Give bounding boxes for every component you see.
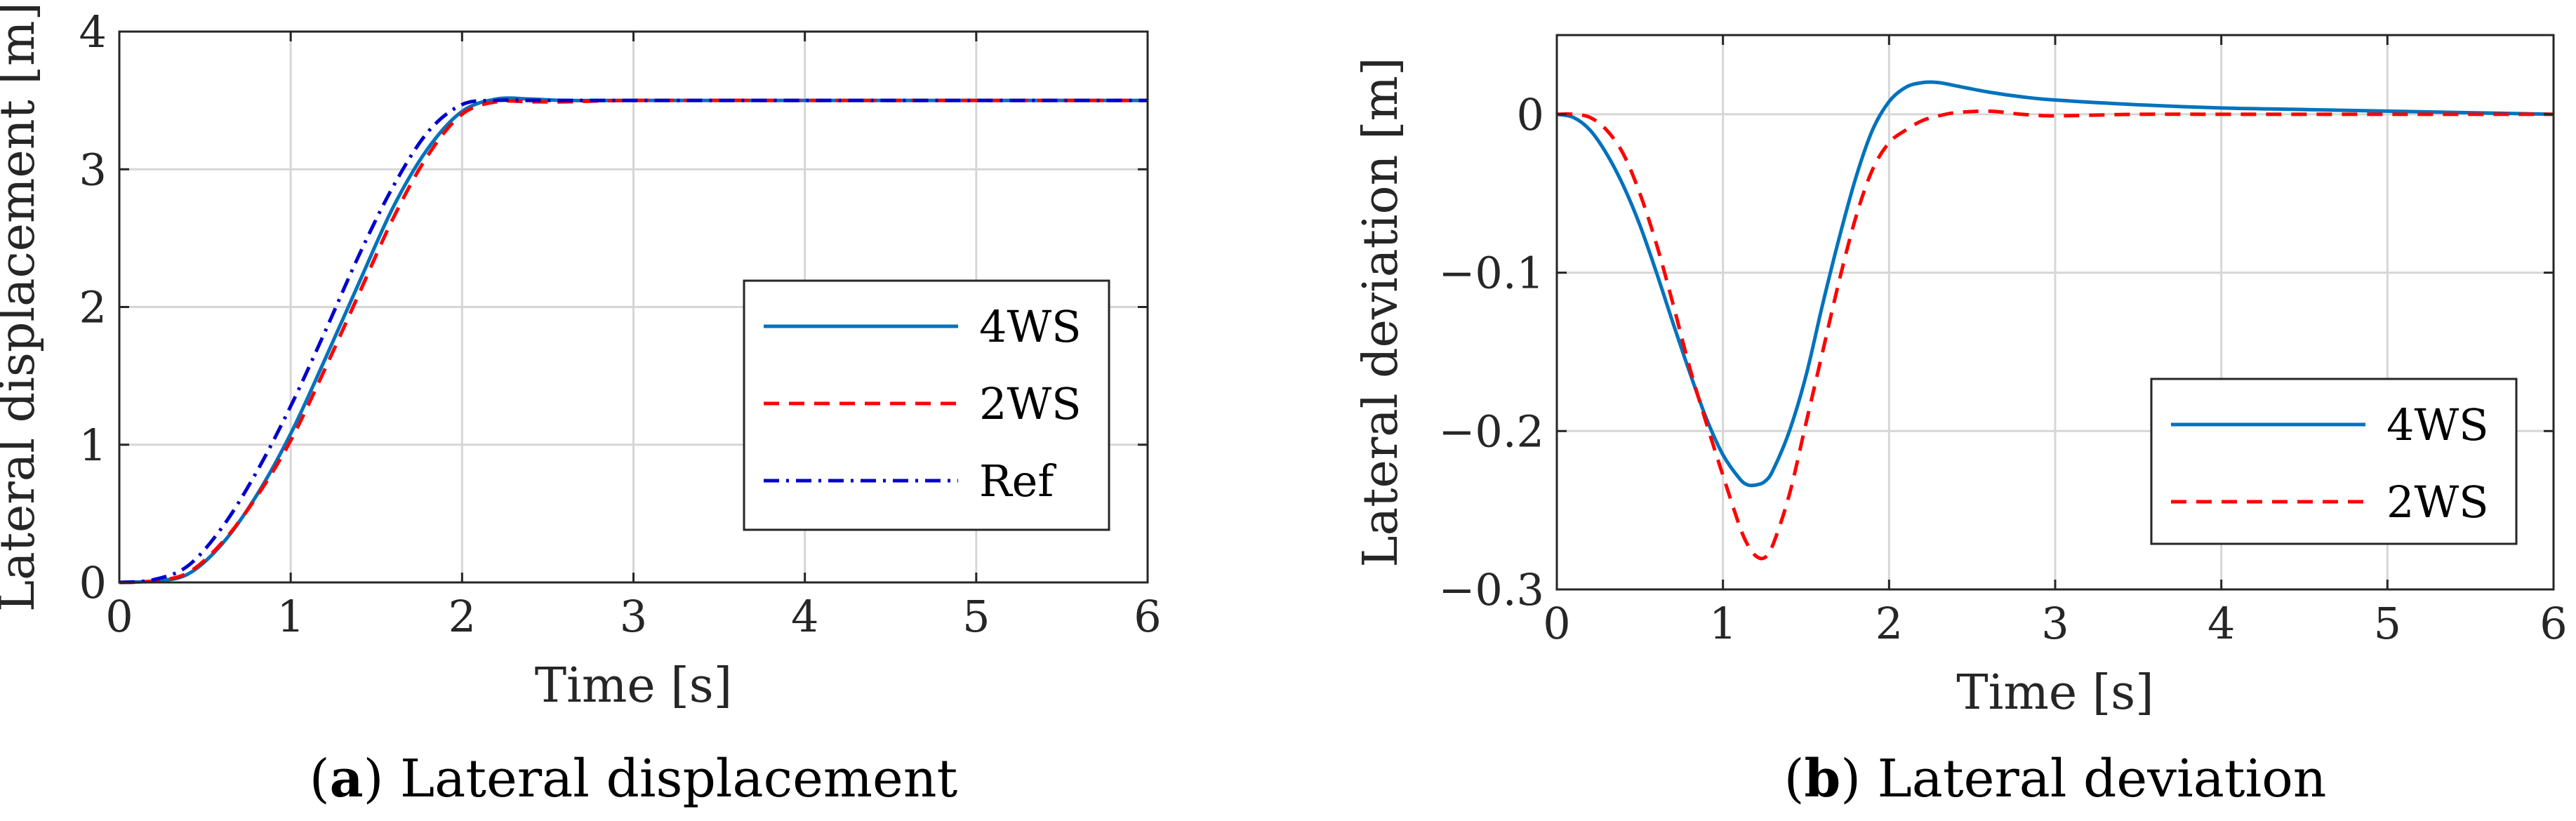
y-tick-label: −0.2 — [1438, 406, 1544, 457]
x-axis-label: Time [s] — [1956, 665, 2153, 721]
legend: 4WS 2WS — [2150, 378, 2518, 545]
y-axis-label: Lateral deviation [m] — [1353, 57, 1409, 567]
caption-text: Lateral deviation — [1861, 749, 2326, 809]
x-tick-label: 6 — [2540, 598, 2567, 649]
x-tick-label: 5 — [2374, 598, 2401, 649]
x-tick-label: 6 — [1134, 591, 1161, 642]
caption-text: Lateral displacement — [383, 749, 957, 809]
tick-layer: 0 1 2 3 4 5 6 0 1 2 3 4 — [79, 6, 1162, 642]
y-tick-label: 0 — [79, 557, 107, 608]
legend-label-2ws: 2WS — [2386, 476, 2489, 528]
series-line-2ws — [1556, 109, 2554, 561]
x-tick-label: 1 — [277, 591, 304, 642]
x-tick-label: 3 — [2041, 598, 2069, 649]
y-tick-label: 1 — [79, 420, 107, 471]
chart-panel-a: 0 1 2 3 4 5 6 0 1 2 3 4 Time [s] Lateral displaceme… — [0, 2, 1162, 809]
series-layer — [1556, 80, 2554, 561]
x-tick-label: 0 — [1543, 598, 1570, 649]
x-tick-label: 5 — [962, 591, 990, 642]
x-tick-label: 4 — [791, 591, 818, 642]
y-tick-label: 4 — [79, 6, 107, 58]
series-line-2ws — [119, 98, 1148, 585]
chart-panel-b: 0 1 2 3 4 5 6 0 −0.1 −0.2 −0.3 Time [s] Lateral de… — [1353, 34, 2568, 809]
x-tick-label: 3 — [620, 591, 647, 642]
caption-letter: a — [330, 749, 364, 809]
caption-letter: b — [1804, 749, 1840, 809]
tick-layer: 0 1 2 3 4 5 6 0 −0.1 −0.2 −0.3 — [1438, 35, 2568, 649]
x-tick-label: 1 — [1709, 598, 1737, 649]
legend-label-2ws: 2WS — [979, 378, 1082, 429]
x-axis-label: Time [s] — [535, 658, 732, 714]
legend-label-4ws: 4WS — [2386, 399, 2489, 450]
legend-label-ref: Ref — [979, 455, 1056, 507]
y-tick-label: 0 — [1517, 89, 1544, 140]
caption: (a) Lateral displacement — [310, 749, 958, 809]
legend-box — [2150, 378, 2518, 545]
legend: 4WS 2WS Ref — [743, 279, 1110, 531]
y-tick-label: −0.3 — [1438, 564, 1544, 615]
series-layer — [119, 96, 1148, 585]
x-tick-label: 4 — [2207, 598, 2235, 649]
series-line-4ws — [1556, 80, 2554, 488]
legend-label-4ws: 4WS — [979, 301, 1082, 352]
y-tick-label: 2 — [79, 282, 107, 333]
caption: (b) Lateral deviation — [1784, 749, 2327, 809]
y-tick-label: 3 — [79, 144, 107, 195]
x-tick-label: 2 — [1875, 598, 1903, 649]
x-tick-label: 2 — [449, 591, 476, 642]
x-tick-label: 0 — [105, 591, 133, 642]
y-tick-label: −0.1 — [1438, 248, 1544, 299]
y-axis-label: Lateral displacement [m] — [0, 2, 46, 612]
